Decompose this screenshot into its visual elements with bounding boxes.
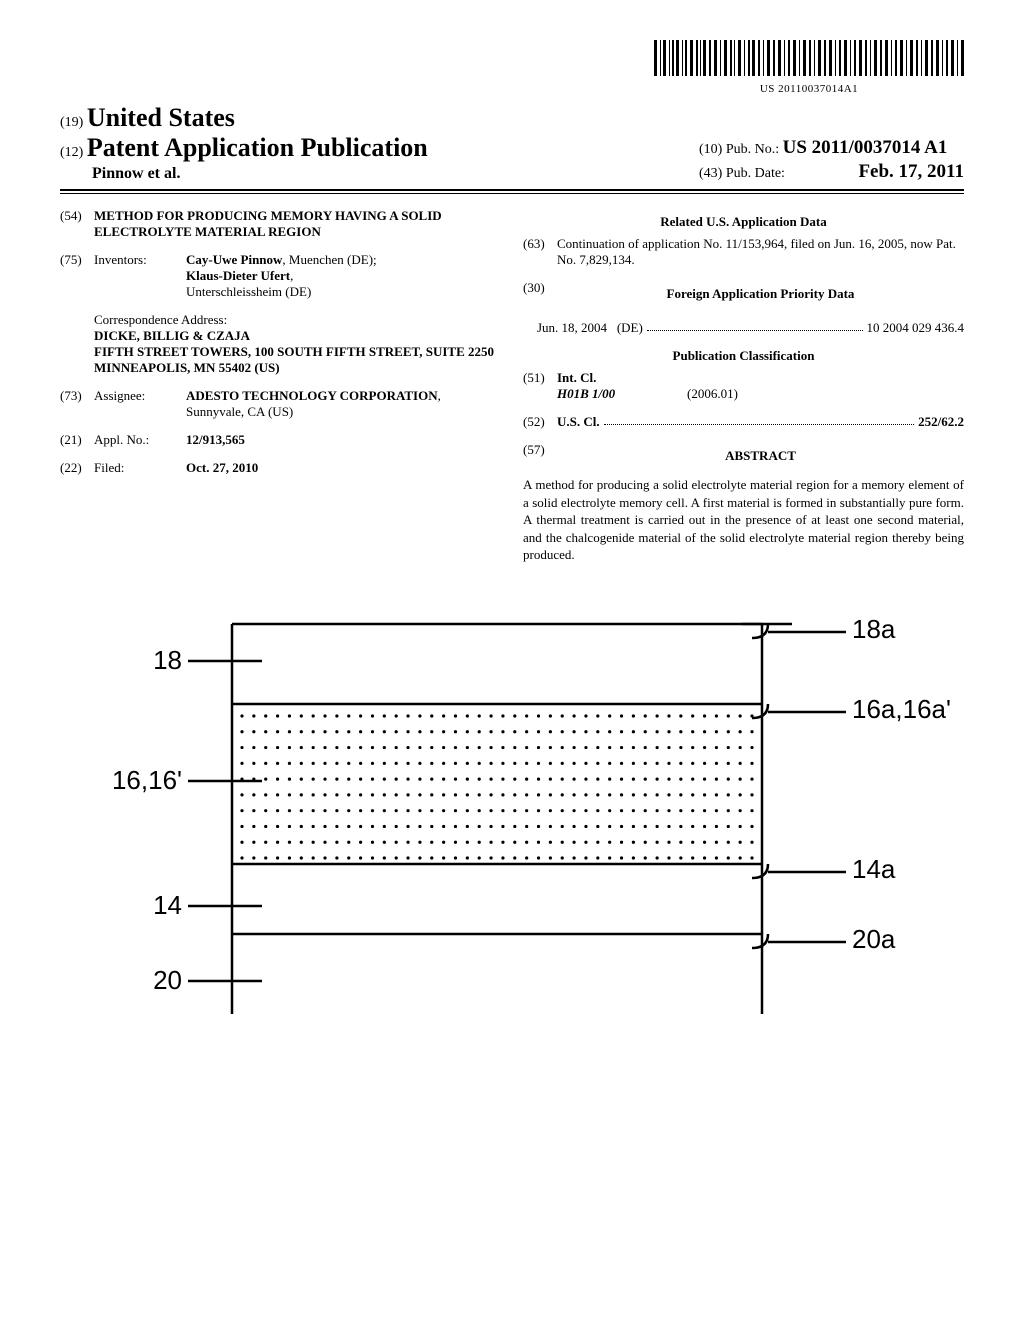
pubdate-label: Pub. Date: bbox=[726, 166, 785, 181]
filed-label: Filed: bbox=[94, 460, 186, 476]
intcl-date: (2006.01) bbox=[687, 386, 738, 402]
applno-label: Appl. No.: bbox=[94, 432, 186, 448]
assignee-field: (73) Assignee: ADESTO TECHNOLOGY CORPORA… bbox=[60, 388, 501, 420]
assignee-label: Assignee: bbox=[94, 388, 186, 420]
svg-text:16,16': 16,16' bbox=[112, 765, 182, 795]
barcode: US 20110037014A1 bbox=[654, 40, 964, 95]
filed-code: (22) bbox=[60, 460, 94, 476]
abstract-text: A method for producing a solid electroly… bbox=[523, 476, 964, 564]
assignee-code: (73) bbox=[60, 388, 94, 420]
intcl-code: (51) bbox=[523, 370, 557, 402]
related-heading: Related U.S. Application Data bbox=[523, 214, 964, 230]
foreign-date: Jun. 18, 2004 bbox=[537, 320, 607, 336]
header-right: (10) Pub. No.: US 2011/0037014 A1 (43) P… bbox=[699, 137, 964, 183]
filed-value: Oct. 27, 2010 bbox=[186, 460, 501, 476]
doc-code: (12) bbox=[60, 145, 83, 160]
intcl-field: (51) Int. Cl. H01B 1/00 (2006.01) bbox=[523, 370, 964, 402]
corr-line-0: DICKE, BILLIG & CZAJA bbox=[94, 328, 501, 344]
country: United States bbox=[87, 103, 235, 132]
svg-text:18a: 18a bbox=[852, 614, 896, 644]
assignee-name: ADESTO TECHNOLOGY CORPORATION bbox=[186, 388, 438, 403]
dots bbox=[647, 320, 863, 331]
inventors-value: Cay-Uwe Pinnow, Muenchen (DE); Klaus-Die… bbox=[186, 252, 501, 300]
intcl-value: Int. Cl. H01B 1/00 (2006.01) bbox=[557, 370, 964, 402]
header-left: (19) United States (12) Patent Applicati… bbox=[60, 103, 428, 183]
svg-text:14a: 14a bbox=[852, 854, 896, 884]
uscl-field: (52) U.S. Cl. 252/62.2 bbox=[523, 414, 964, 430]
svg-text:16a,16a': 16a,16a' bbox=[852, 694, 951, 724]
correspondence: Correspondence Address: DICKE, BILLIG & … bbox=[94, 312, 501, 376]
barcode-area: US 20110037014A1 bbox=[60, 40, 964, 97]
pubclass-heading: Publication Classification bbox=[523, 348, 964, 364]
barcode-number: US 20110037014A1 bbox=[654, 83, 964, 95]
intcl-class: H01B 1/00 bbox=[557, 386, 687, 402]
left-column: (54) METHOD FOR PRODUCING MEMORY HAVING … bbox=[60, 208, 501, 564]
uscl-code: (52) bbox=[523, 414, 557, 430]
assignee-value: ADESTO TECHNOLOGY CORPORATION, Sunnyvale… bbox=[186, 388, 501, 420]
applno-value: 12/913,565 bbox=[186, 432, 501, 448]
pubno: US 2011/0037014 A1 bbox=[783, 137, 948, 158]
pubno-code: (10) bbox=[699, 142, 722, 157]
inventors-code: (75) bbox=[60, 252, 94, 300]
foreign-heading: Foreign Application Priority Data bbox=[557, 286, 964, 302]
title-code: (54) bbox=[60, 208, 94, 240]
inv2-loc: , bbox=[290, 268, 293, 283]
corr-heading: Correspondence Address: bbox=[94, 312, 501, 328]
foreign-num: 10 2004 029 436.4 bbox=[867, 320, 965, 336]
inventors-field: (75) Inventors: Cay-Uwe Pinnow, Muenchen… bbox=[60, 252, 501, 300]
inv2-name: Klaus-Dieter Ufert bbox=[186, 268, 290, 283]
abstract-heading-row: (57) ABSTRACT bbox=[523, 442, 964, 470]
svg-text:20: 20 bbox=[153, 965, 182, 995]
intcl-label: Int. Cl. bbox=[557, 370, 964, 386]
applno-code: (21) bbox=[60, 432, 94, 448]
uscl-label: U.S. Cl. bbox=[557, 414, 600, 430]
applno-field: (21) Appl. No.: 12/913,565 bbox=[60, 432, 501, 448]
svg-text:18: 18 bbox=[153, 645, 182, 675]
related-field: (63) Continuation of application No. 11/… bbox=[523, 236, 964, 268]
corr-line-1: FIFTH STREET TOWERS, 100 SOUTH FIFTH STR… bbox=[94, 344, 501, 360]
uscl-value: 252/62.2 bbox=[918, 414, 964, 430]
svg-text:20a: 20a bbox=[852, 924, 896, 954]
corr-line-2: MINNEAPOLIS, MN 55402 (US) bbox=[94, 360, 501, 376]
patent-figure: 18 16,16' 14 20 18a 16a,16a' 14a 20a bbox=[60, 604, 964, 1034]
header: (19) United States (12) Patent Applicati… bbox=[60, 103, 964, 183]
biblio: (54) METHOD FOR PRODUCING MEMORY HAVING … bbox=[60, 208, 964, 564]
inv1-loc: , Muenchen (DE); bbox=[282, 252, 376, 267]
author-line: Pinnow et al. bbox=[92, 165, 428, 183]
related-text: Continuation of application No. 11/153,9… bbox=[557, 236, 964, 268]
uscl-dots bbox=[604, 414, 915, 425]
foreign-heading-row: (30) Foreign Application Priority Data bbox=[523, 280, 964, 308]
pubdate-code: (43) bbox=[699, 166, 722, 181]
title-text: METHOD FOR PRODUCING MEMORY HAVING A SOL… bbox=[94, 208, 501, 240]
inventors-label: Inventors: bbox=[94, 252, 186, 300]
country-code: (19) bbox=[60, 115, 83, 130]
abstract-heading: ABSTRACT bbox=[557, 448, 964, 464]
foreign-code: (30) bbox=[523, 280, 557, 308]
pubdate: Feb. 17, 2011 bbox=[858, 161, 964, 182]
right-column: Related U.S. Application Data (63) Conti… bbox=[523, 208, 964, 564]
abstract-code: (57) bbox=[523, 442, 557, 470]
pubno-label: Pub. No.: bbox=[726, 142, 779, 157]
doc-type: Patent Application Publication bbox=[87, 133, 428, 162]
title-field: (54) METHOD FOR PRODUCING MEMORY HAVING … bbox=[60, 208, 501, 240]
foreign-country: (DE) bbox=[617, 320, 643, 336]
related-code: (63) bbox=[523, 236, 557, 268]
filed-field: (22) Filed: Oct. 27, 2010 bbox=[60, 460, 501, 476]
inv1-name: Cay-Uwe Pinnow bbox=[186, 252, 282, 267]
foreign-data: Jun. 18, 2004 (DE) 10 2004 029 436.4 bbox=[537, 320, 964, 336]
inv2-city: Unterschleissheim (DE) bbox=[186, 284, 311, 299]
svg-text:14: 14 bbox=[153, 890, 182, 920]
